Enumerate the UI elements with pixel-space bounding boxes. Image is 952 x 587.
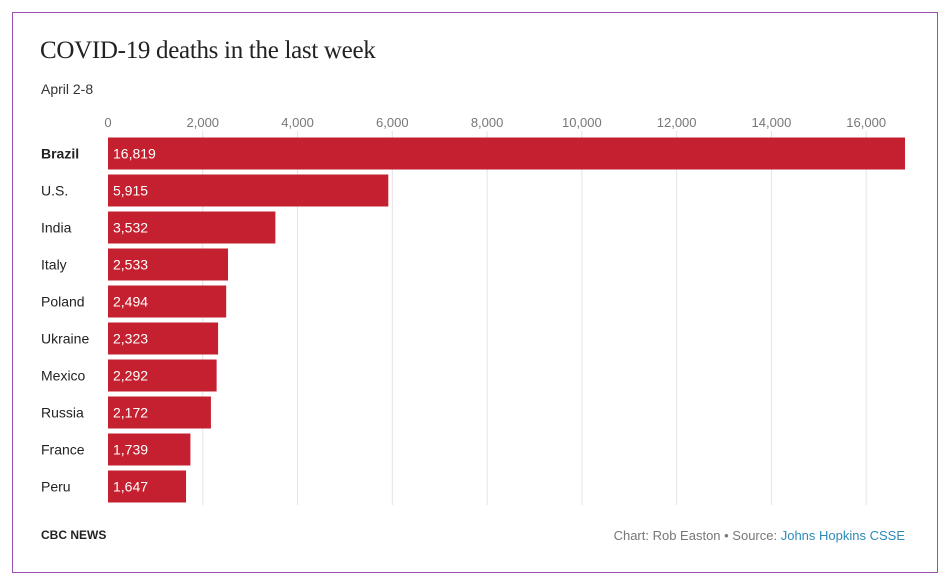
- category-label: Peru: [41, 479, 71, 495]
- bar: [108, 396, 211, 429]
- data-label: 2,172: [113, 405, 148, 421]
- brand-label: CBC NEWS: [41, 528, 107, 542]
- chart-subtitle: April 2-8: [41, 81, 94, 97]
- category-label: Brazil: [41, 146, 79, 162]
- category-label: Mexico: [41, 368, 86, 384]
- bar: [108, 211, 276, 244]
- source-credit: Chart: Rob Easton • Source: Johns Hopkin…: [614, 528, 905, 543]
- data-label: 2,533: [113, 257, 148, 273]
- x-tick-label: 6,000: [376, 115, 409, 130]
- category-label: Russia: [41, 405, 84, 421]
- category-label: Italy: [41, 257, 67, 273]
- source-link[interactable]: Johns Hopkins CSSE: [780, 528, 905, 543]
- category-label: Poland: [41, 294, 85, 310]
- x-tick-label: 4,000: [281, 115, 314, 130]
- category-label: U.S.: [41, 183, 68, 199]
- data-label: 1,647: [113, 479, 148, 495]
- data-label: 1,739: [113, 442, 148, 458]
- data-label: 3,532: [113, 220, 148, 236]
- credit-text: Chart: Rob Easton • Source:: [613, 528, 781, 543]
- x-tick-label: 14,000: [752, 115, 792, 130]
- x-tick-label: 2,000: [187, 115, 220, 130]
- bar: [108, 137, 905, 170]
- bar: [108, 285, 227, 318]
- category-label: India: [41, 220, 72, 236]
- data-label: 2,292: [113, 368, 148, 384]
- x-tick-label: 16,000: [846, 115, 886, 130]
- x-tick-label: 10,000: [562, 115, 602, 130]
- data-label: 5,915: [113, 183, 148, 199]
- x-tick-label: 8,000: [471, 115, 504, 130]
- category-label: Ukraine: [41, 331, 89, 347]
- data-label: 16,819: [113, 146, 156, 162]
- x-tick-label: 0: [104, 115, 111, 130]
- data-label: 2,494: [113, 294, 148, 310]
- chart-title: COVID-19 deaths in the last week: [40, 37, 376, 64]
- data-label: 2,323: [113, 331, 148, 347]
- bar: [108, 359, 217, 392]
- bar: [108, 433, 191, 466]
- bar: [108, 322, 219, 355]
- bar: [108, 470, 187, 503]
- bar: [108, 174, 389, 207]
- chart-card: COVID-19 deaths in the last week April 2…: [12, 12, 938, 573]
- x-tick-label: 12,000: [657, 115, 697, 130]
- bar-chart: 0 2,000 4,000 6,000 8,000 10,000 12,000 14,000 1…: [41, 115, 905, 505]
- category-label: France: [41, 442, 85, 458]
- bar: [108, 248, 229, 281]
